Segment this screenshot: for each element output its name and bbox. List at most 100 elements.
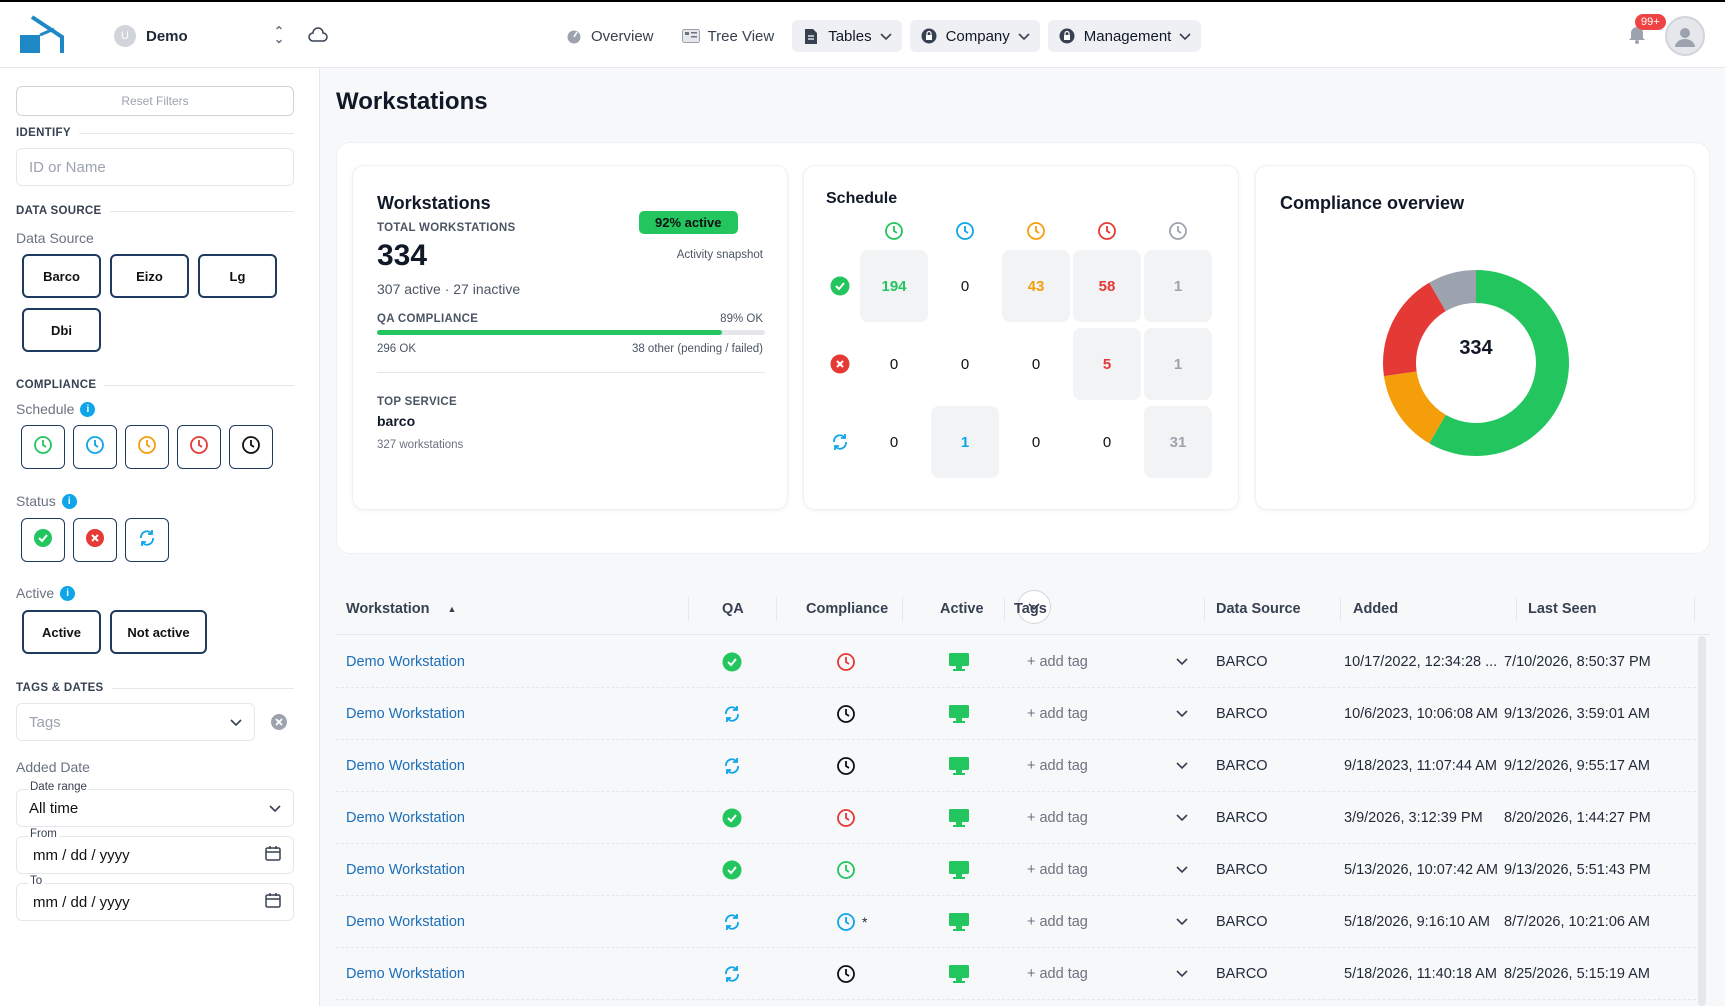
- clear-tags-icon[interactable]: [270, 713, 288, 736]
- schedule-cell[interactable]: 0: [1031, 355, 1041, 373]
- workstation-link[interactable]: Demo Workstation: [346, 862, 465, 878]
- chevron-down-icon[interactable]: [1176, 688, 1188, 740]
- add-tag-button[interactable]: + add tag: [1027, 654, 1088, 670]
- schedule-filter-green[interactable]: [21, 425, 65, 469]
- schedule-filter-black[interactable]: [229, 425, 273, 469]
- nav-overview[interactable]: Overview: [555, 20, 664, 52]
- account-switcher[interactable]: U Demo ⌃ ⌄: [114, 25, 284, 47]
- source-chip-dbi[interactable]: Dbi: [22, 308, 101, 352]
- info-icon[interactable]: i: [80, 401, 96, 417]
- col-workstation[interactable]: Workstation ▲: [346, 583, 456, 635]
- table-scrollbar[interactable]: [1698, 636, 1706, 1006]
- chevron-down-icon[interactable]: [1176, 792, 1188, 844]
- add-tag-button[interactable]: + add tag: [1027, 914, 1088, 930]
- nav-company[interactable]: Company: [909, 20, 1040, 52]
- col-active[interactable]: Active: [940, 601, 984, 617]
- col-qa[interactable]: QA: [722, 601, 744, 617]
- add-tag-button[interactable]: + add tag: [1027, 706, 1088, 722]
- chevron-down-icon[interactable]: [1176, 844, 1188, 896]
- nav-management[interactable]: Management: [1047, 20, 1202, 52]
- gauge-icon: [565, 27, 583, 45]
- calendar-icon[interactable]: [265, 845, 281, 865]
- chevron-down-icon[interactable]: [1176, 948, 1188, 1000]
- schedule-cell[interactable]: 0: [1031, 433, 1041, 451]
- workstation-link[interactable]: Demo Workstation: [346, 758, 465, 774]
- check-circle-icon: [33, 528, 53, 553]
- donut-center-total: 334: [1459, 337, 1493, 359]
- last-seen-cell: 8/20/2026, 1:44:27 PM: [1504, 810, 1651, 826]
- workstation-link[interactable]: Demo Workstation: [346, 810, 465, 826]
- schedule-cell[interactable]: 0: [1102, 433, 1112, 451]
- schedule-filter-orange[interactable]: [125, 425, 169, 469]
- col-added[interactable]: Added: [1353, 601, 1399, 617]
- chevron-down-icon[interactable]: [1176, 636, 1188, 688]
- table-row[interactable]: Demo Workstation + add tag BARCO 10/6/2023,…: [336, 688, 1696, 740]
- workstation-link[interactable]: Demo Workstation: [346, 914, 465, 930]
- col-last-seen[interactable]: Last Seen: [1528, 601, 1597, 617]
- sort-asc-icon[interactable]: ▲: [447, 604, 457, 614]
- add-tag-button[interactable]: + add tag: [1027, 758, 1088, 774]
- col-tags[interactable]: Tags: [1014, 601, 1047, 617]
- cloud-icon[interactable]: [308, 27, 328, 48]
- reset-filters-button[interactable]: Reset Filters: [16, 86, 294, 116]
- chevron-down-icon[interactable]: [1176, 740, 1188, 792]
- expand-summary-button[interactable]: [1017, 590, 1051, 624]
- table-row[interactable]: Demo Workstation + add tag BARCO 3/9/2026, …: [336, 792, 1696, 844]
- source-chip-eizo[interactable]: Eizo: [110, 254, 189, 298]
- info-icon[interactable]: i: [61, 493, 77, 509]
- donut-slice-unknown[interactable]: [1429, 270, 1476, 312]
- nav-tree-view[interactable]: Tree View: [672, 20, 785, 52]
- schedule-cell[interactable]: 0: [960, 277, 970, 295]
- bell-icon[interactable]: [1628, 24, 1646, 49]
- calendar-icon[interactable]: [265, 892, 281, 912]
- table-row[interactable]: Demo Workstation + add tag BARCO 5/18/2026,…: [336, 948, 1696, 1000]
- col-data-source[interactable]: Data Source: [1216, 601, 1301, 617]
- table-row[interactable]: Demo Workstation * + add tag BARCO 5/18/2026…: [336, 896, 1696, 948]
- info-icon[interactable]: i: [60, 585, 76, 601]
- schedule-filter-blue[interactable]: [73, 425, 117, 469]
- id-name-input[interactable]: ID or Name: [16, 148, 294, 186]
- donut-slice-compliant[interactable]: [1429, 270, 1569, 456]
- source-chip-barco[interactable]: Barco: [22, 254, 101, 298]
- chevron-down-icon[interactable]: [1176, 896, 1188, 948]
- schedule-cell[interactable]: 43: [1002, 250, 1070, 322]
- status-filter-failed[interactable]: [73, 518, 117, 562]
- app-logo[interactable]: [18, 15, 66, 60]
- add-tag-button[interactable]: + add tag: [1027, 966, 1088, 982]
- active-chip[interactable]: Active: [22, 610, 101, 654]
- table-row[interactable]: Demo Workstation + add tag BARCO 5/13/2026,…: [336, 844, 1696, 896]
- schedule-cell[interactable]: 1: [1144, 328, 1212, 400]
- schedule-cell[interactable]: 58: [1073, 250, 1141, 322]
- add-tag-button[interactable]: + add tag: [1027, 862, 1088, 878]
- schedule-cell[interactable]: 31: [1144, 406, 1212, 478]
- workstation-link[interactable]: Demo Workstation: [346, 706, 465, 722]
- schedule-filter-red[interactable]: [177, 425, 221, 469]
- donut-slice-failed[interactable]: [1383, 282, 1446, 377]
- from-date-input[interactable]: mm / dd / yyyy: [16, 836, 294, 874]
- date-range-select[interactable]: All time: [16, 789, 294, 827]
- schedule-cell[interactable]: 194: [860, 250, 928, 322]
- donut-slice-warning[interactable]: [1383, 371, 1446, 444]
- updown-chevron-icon: ⌃ ⌄: [274, 24, 285, 46]
- user-avatar[interactable]: [1665, 16, 1705, 56]
- tags-select[interactable]: Tags: [16, 703, 255, 741]
- table-row[interactable]: Demo Workstation + add tag BARCO 10/17/2022…: [336, 636, 1696, 688]
- nav-tables[interactable]: Tables: [792, 20, 902, 52]
- sync-icon: [137, 528, 157, 553]
- schedule-cell[interactable]: 0: [960, 355, 970, 373]
- schedule-cell[interactable]: 5: [1073, 328, 1141, 400]
- status-filter-pending[interactable]: [125, 518, 169, 562]
- schedule-cell[interactable]: 0: [889, 433, 899, 451]
- status-filter-ok[interactable]: [21, 518, 65, 562]
- to-date-input[interactable]: mm / dd / yyyy: [16, 883, 294, 921]
- not-active-chip[interactable]: Not active: [110, 610, 207, 654]
- schedule-cell[interactable]: 0: [889, 355, 899, 373]
- schedule-cell[interactable]: 1: [931, 406, 999, 478]
- add-tag-button[interactable]: + add tag: [1027, 810, 1088, 826]
- col-compliance[interactable]: Compliance: [806, 601, 889, 617]
- source-chip-lg[interactable]: Lg: [198, 254, 277, 298]
- workstation-link[interactable]: Demo Workstation: [346, 654, 465, 670]
- table-row[interactable]: Demo Workstation + add tag BARCO 9/18/2023,…: [336, 740, 1696, 792]
- workstation-link[interactable]: Demo Workstation: [346, 966, 465, 982]
- schedule-cell[interactable]: 1: [1144, 250, 1212, 322]
